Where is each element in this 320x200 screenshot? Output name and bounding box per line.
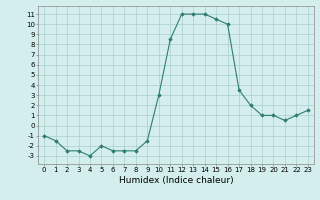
X-axis label: Humidex (Indice chaleur): Humidex (Indice chaleur) (119, 176, 233, 185)
